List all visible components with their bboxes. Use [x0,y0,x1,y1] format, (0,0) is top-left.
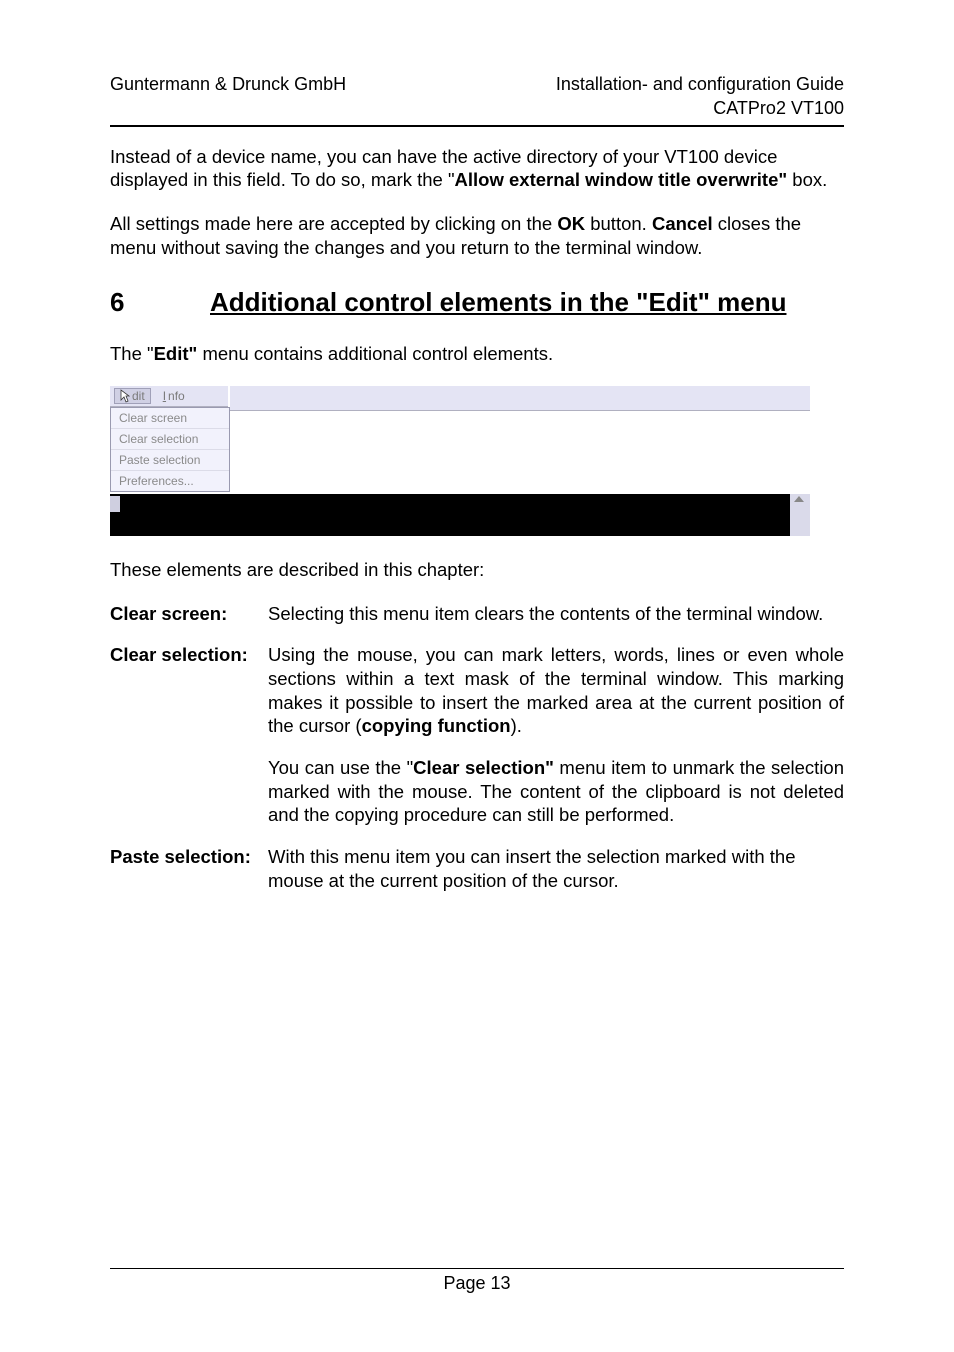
header-left: Guntermann & Drunck GmbH [110,72,346,121]
def-term: Clear screen: [110,602,268,626]
text-bold: copying function [362,715,511,736]
menubar-info[interactable]: Info [157,388,191,404]
section-number: 6 [110,287,210,318]
page: Guntermann & Drunck GmbH Installation- a… [0,0,954,1352]
def-term: Paste selection: [110,845,268,892]
def-body: With this menu item you can insert the s… [268,845,844,892]
menubar-right-fill [230,386,810,492]
info-rest: nfo [168,389,185,403]
ok-label: OK [557,213,585,234]
menu-item-paste-selection[interactable]: Paste selection [111,450,229,471]
scroll-up-icon [794,496,804,502]
text: box. [787,169,827,190]
text: menu contains additional control element… [197,343,553,364]
footer-rule [110,1268,844,1269]
page-number: Page 13 [110,1273,844,1294]
menubar-edit-label: dit [132,389,145,403]
terminal-scrollbar[interactable] [790,494,810,536]
section-heading: 6 Additional control elements in the "Ed… [110,287,844,318]
def-body: Using the mouse, you can mark letters, w… [268,643,844,827]
menubar-fill [230,386,810,411]
terminal-strip [110,494,810,536]
text: All settings made here are accepted by c… [110,213,557,234]
header-rule [110,125,844,127]
menubar: dit Info [110,386,228,407]
text-bold: Allow external window title overwrite" [455,169,788,190]
def-para-2: You can use the "Clear selection" menu i… [268,756,844,827]
cursor-icon [120,389,130,403]
header-right-line2: CATPro2 VT100 [556,96,844,120]
def-clear-selection: Clear selection: Using the mouse, you ca… [110,643,844,827]
intro-para-1: Instead of a device name, you can have t… [110,145,844,192]
def-clear-screen: Clear screen: Selecting this menu item c… [110,602,844,626]
text: button. [585,213,652,234]
header-right-line1: Installation- and configuration Guide [556,72,844,96]
text-bold: Clear selection" [413,757,554,778]
intro-para-2: All settings made here are accepted by c… [110,212,844,259]
def-term: Clear selection: [110,643,268,827]
after-menu-para: These elements are described in this cha… [110,558,844,582]
lead-para: The "Edit" menu contains additional cont… [110,342,844,366]
info-accel: I [163,389,166,403]
menubar-edit[interactable]: dit [114,388,151,404]
text: The " [110,343,154,364]
text: Using the mouse, you can mark letters, w… [268,644,844,736]
section-title: Additional control elements in the "Edit… [210,287,786,318]
menu-item-clear-selection[interactable]: Clear selection [111,429,229,450]
page-header: Guntermann & Drunck GmbH Installation- a… [110,72,844,121]
menu-left-col: dit Info Clear screen Clear selection Pa… [110,386,230,492]
edit-menu-screenshot: dit Info Clear screen Clear selection Pa… [110,386,810,536]
terminal-cursor [110,496,120,512]
menu-item-clear-screen[interactable]: Clear screen [111,408,229,429]
def-body: Selecting this menu item clears the cont… [268,602,844,626]
cancel-label: Cancel [652,213,713,234]
edit-dropdown: Clear screen Clear selection Paste selec… [110,407,230,492]
header-right: Installation- and configuration Guide CA… [556,72,844,121]
menu-item-preferences[interactable]: Preferences... [111,471,229,491]
text: ). [511,715,522,736]
def-paste-selection: Paste selection: With this menu item you… [110,845,844,892]
text: You can use the " [268,757,413,778]
def-para-1: Using the mouse, you can mark letters, w… [268,643,844,738]
page-footer: Page 13 [110,1268,844,1294]
terminal-body [110,494,790,536]
text-bold: Edit" [154,343,198,364]
menu-top-row: dit Info Clear screen Clear selection Pa… [110,386,810,492]
